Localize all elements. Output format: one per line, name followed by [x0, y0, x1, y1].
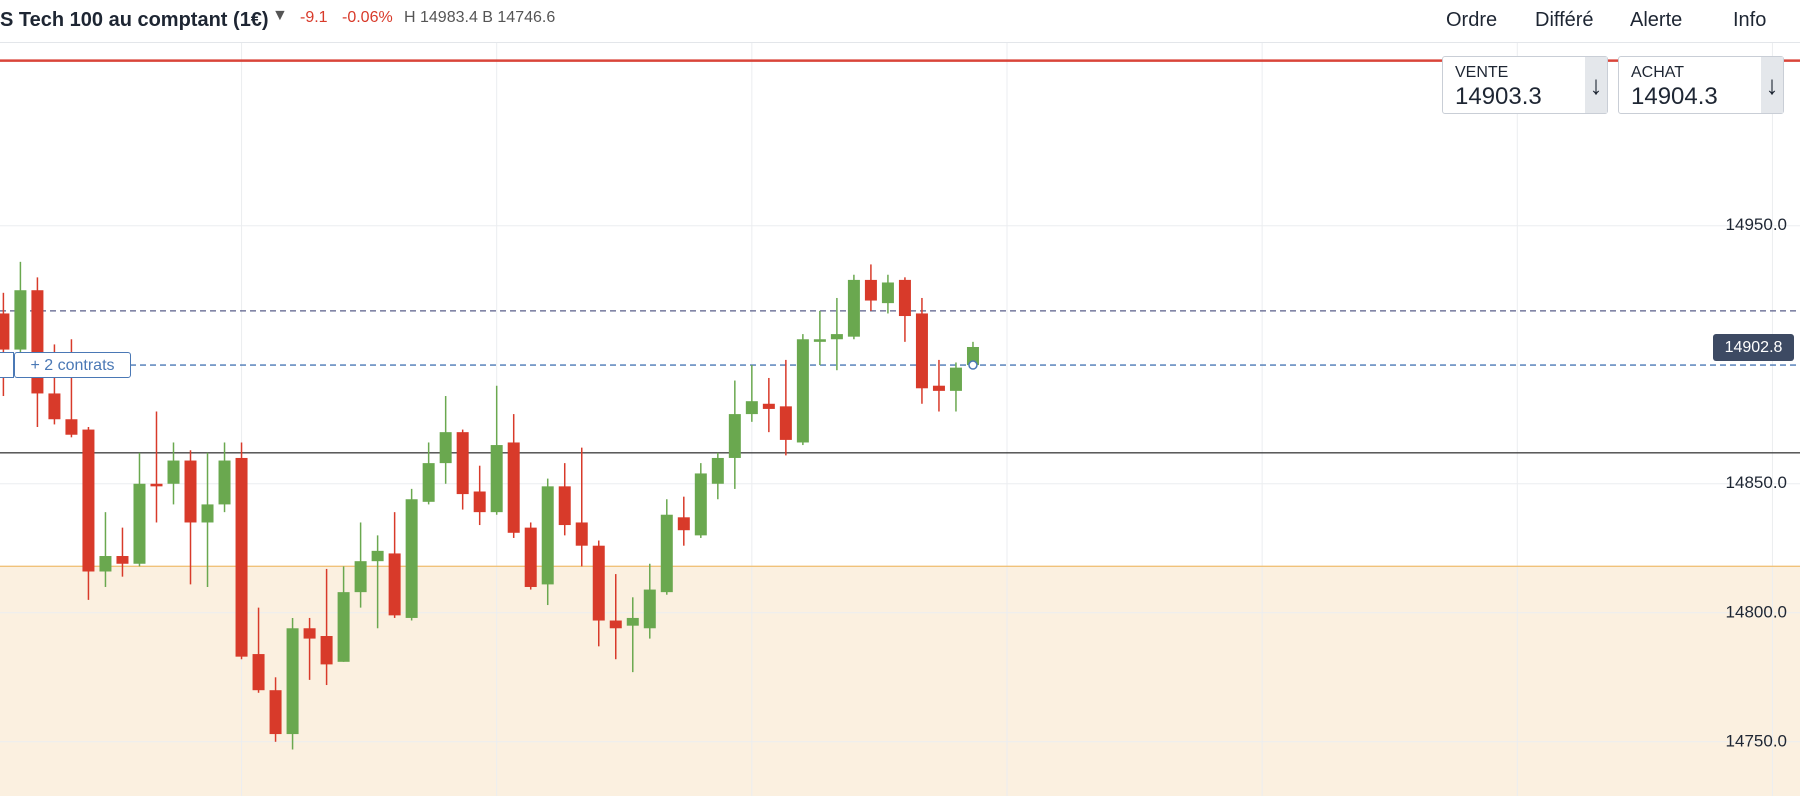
y-tick-label: 14850.0	[1726, 473, 1787, 492]
candle-body	[320, 636, 333, 665]
candle-body	[422, 463, 435, 502]
last-price-marker	[968, 360, 978, 370]
candle-body	[116, 556, 129, 564]
candle-body	[609, 620, 622, 629]
candle-body	[915, 313, 928, 389]
header: S Tech 100 au comptant (1€) ▼ -9.1 -0.06…	[0, 0, 1800, 43]
candle-body	[949, 367, 962, 391]
menu-item[interactable]: Alerte	[1630, 9, 1683, 31]
candle-body	[541, 486, 554, 585]
sell-label: VENTE	[1455, 64, 1509, 81]
candle-body	[473, 491, 486, 513]
candle-body	[745, 401, 758, 415]
candle-body	[677, 517, 690, 531]
candle-body	[99, 556, 112, 572]
high-low: H 14983.4 B 14746.6	[404, 9, 556, 26]
candle-body	[813, 339, 826, 342]
candle-body	[0, 313, 10, 350]
candle-body	[507, 442, 520, 533]
candle-body	[558, 486, 571, 526]
y-tick-label: 14950.0	[1726, 215, 1787, 234]
candle-body	[354, 561, 367, 593]
candle-body	[48, 393, 61, 420]
candle-body	[337, 592, 350, 662]
candle-body	[388, 553, 401, 616]
candle-body	[898, 279, 911, 317]
candle-body	[456, 432, 469, 495]
candle-body	[711, 457, 724, 484]
dropdown-arrow[interactable]: ▼	[272, 7, 288, 24]
menu-item[interactable]: Info	[1733, 9, 1767, 31]
candle-body	[932, 385, 945, 391]
candle-body	[575, 522, 588, 546]
position-tag[interactable]: + 2 contrats	[14, 352, 131, 378]
zone	[0, 566, 1800, 796]
candle-body	[133, 483, 146, 564]
candle-body	[405, 499, 418, 618]
candle-body	[728, 414, 741, 458]
candle-body	[269, 690, 282, 735]
candle-body	[252, 654, 265, 691]
candle-body	[31, 290, 44, 394]
buy-label: ACHAT	[1631, 64, 1685, 81]
candle-body	[864, 279, 877, 301]
candle-body	[184, 460, 197, 523]
position-tag-edge	[0, 352, 14, 378]
candle-body	[966, 346, 979, 366]
candle-body	[235, 457, 248, 657]
candle-body	[201, 504, 214, 523]
candle-body	[524, 527, 537, 587]
candle-body	[660, 514, 673, 593]
candle-body	[694, 473, 707, 536]
y-tick-label: 14750.0	[1726, 731, 1787, 750]
change-pct: -0.06%	[342, 9, 393, 26]
candle-body	[371, 550, 384, 562]
candle-body	[150, 483, 163, 487]
candle-body	[643, 589, 656, 629]
sell-box[interactable]: VENTE 14903.3 ↓	[1442, 56, 1608, 114]
candle-body	[286, 628, 299, 735]
candle-body	[14, 290, 27, 350]
candle-body	[626, 617, 639, 626]
y-tick-label: 14800.0	[1726, 602, 1787, 621]
sell-price: 14903.3	[1455, 83, 1542, 110]
last-price-label: 14902.8	[1713, 334, 1794, 361]
candle-body	[762, 403, 775, 409]
buy-price: 14904.3	[1631, 83, 1718, 110]
candle-body	[82, 429, 95, 572]
candle-body	[592, 545, 605, 621]
candle-body	[490, 445, 503, 513]
candle-body	[881, 282, 894, 304]
buy-box[interactable]: ACHAT 14904.3 ↓	[1618, 56, 1784, 114]
instrument-title[interactable]: S Tech 100 au comptant (1€)	[0, 9, 269, 31]
menu-item[interactable]: Différé	[1535, 9, 1594, 31]
candle-body	[779, 406, 792, 440]
candle-body	[167, 460, 180, 484]
candle-body	[439, 432, 452, 464]
candle-body	[218, 460, 231, 505]
menu-item[interactable]: Ordre	[1446, 9, 1498, 31]
candle-body	[847, 279, 860, 337]
candle-body	[303, 628, 316, 639]
change: -9.1	[300, 9, 328, 26]
candle-body	[796, 339, 809, 443]
buy-arrow[interactable]: ↓	[1761, 57, 1783, 113]
candle-body	[65, 419, 78, 435]
candle-body	[830, 334, 843, 340]
sell-arrow[interactable]: ↓	[1585, 57, 1607, 113]
